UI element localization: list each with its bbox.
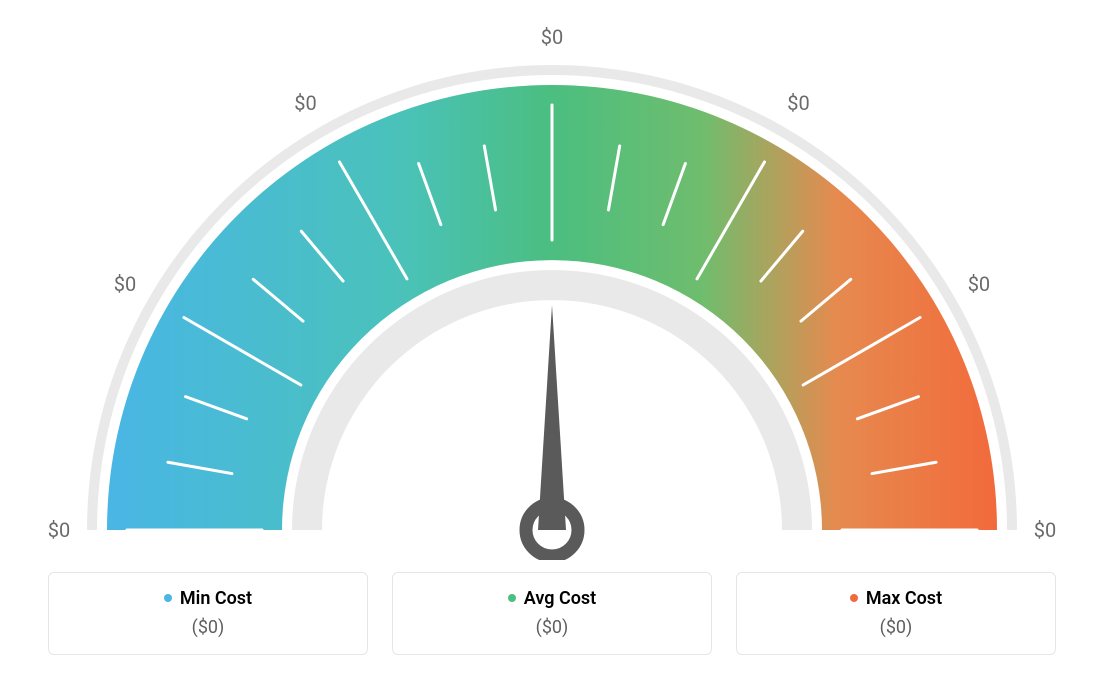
- legend-title-avg: Avg Cost: [508, 588, 596, 609]
- legend-label-min: Min Cost: [180, 588, 252, 609]
- gauge-chart: $0 $0 $0 $0 $0 $0 $0: [0, 0, 1104, 560]
- legend-card-min: Min Cost ($0): [48, 572, 368, 655]
- gauge-tick-label: $0: [787, 91, 809, 115]
- legend-card-avg: Avg Cost ($0): [392, 572, 712, 655]
- legend-label-avg: Avg Cost: [524, 588, 596, 609]
- legend-title-min: Min Cost: [164, 588, 252, 609]
- gauge-tick-label: $0: [294, 91, 316, 115]
- gauge-tick-label: $0: [114, 272, 136, 296]
- legend-card-max: Max Cost ($0): [736, 572, 1056, 655]
- legend-row: Min Cost ($0) Avg Cost ($0) Max Cost ($0…: [0, 572, 1104, 655]
- legend-dot-avg: [508, 594, 516, 602]
- legend-label-max: Max Cost: [866, 588, 942, 609]
- gauge-tick-label: $0: [48, 518, 70, 542]
- gauge-tick-label: $0: [968, 272, 990, 296]
- legend-value-min: ($0): [67, 617, 349, 638]
- legend-dot-min: [164, 594, 172, 602]
- legend-dot-max: [850, 594, 858, 602]
- legend-value-avg: ($0): [411, 617, 693, 638]
- legend-title-max: Max Cost: [850, 588, 942, 609]
- gauge-tick-label: $0: [541, 25, 563, 49]
- gauge-svg: [0, 0, 1104, 560]
- gauge-tick-label: $0: [1034, 518, 1056, 542]
- cost-gauge-widget: $0 $0 $0 $0 $0 $0 $0 Min Cost ($0) Avg Cost ($…: [0, 0, 1104, 690]
- legend-value-max: ($0): [755, 617, 1037, 638]
